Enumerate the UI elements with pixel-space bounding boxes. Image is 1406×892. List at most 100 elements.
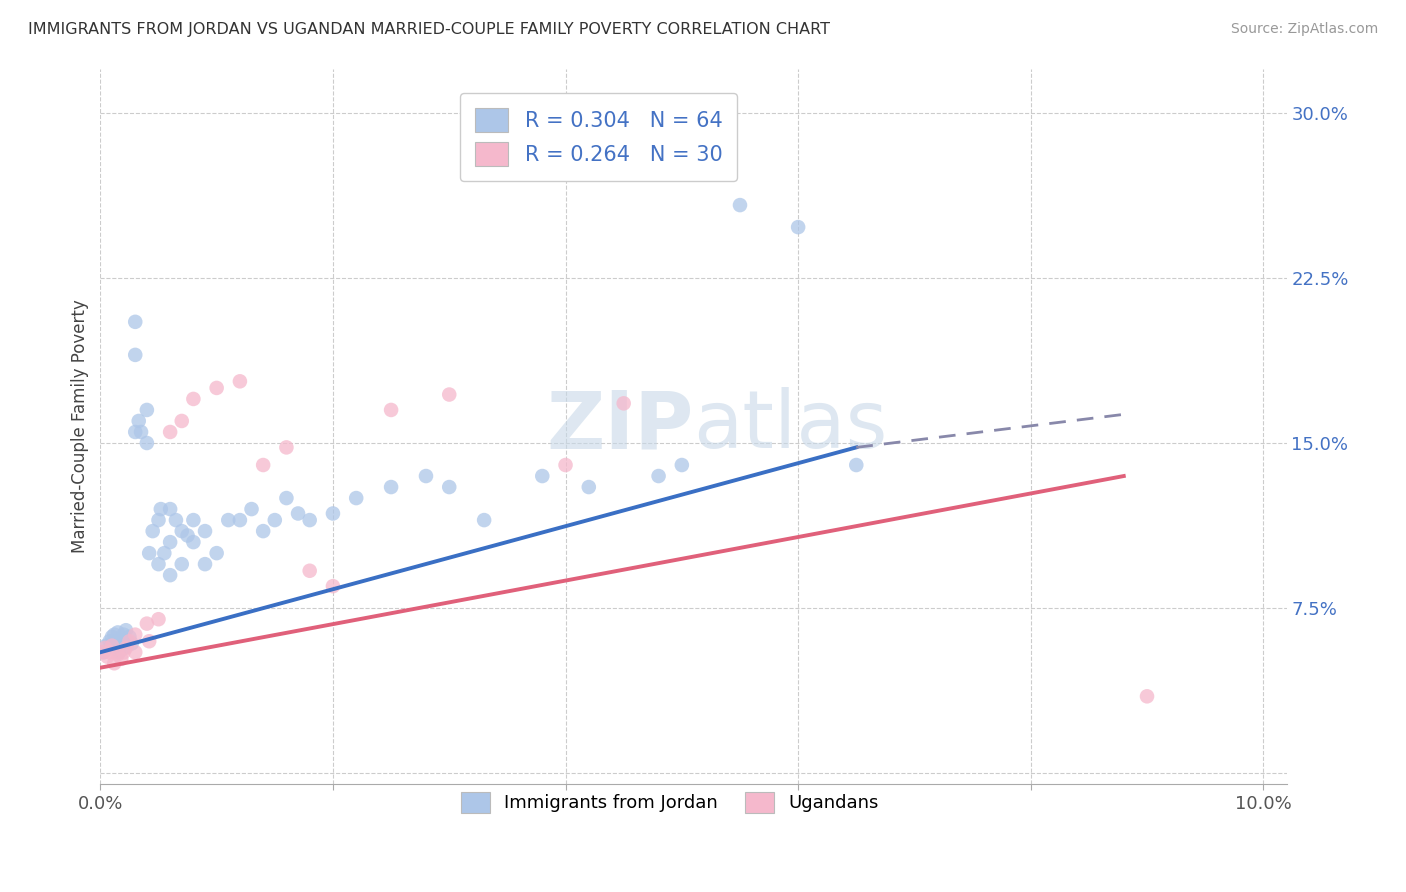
Point bbox=[101, 639, 124, 653]
Point bbox=[252, 458, 274, 472]
Point bbox=[138, 546, 160, 560]
Point bbox=[287, 507, 309, 521]
Point bbox=[110, 652, 132, 666]
Point bbox=[118, 630, 141, 644]
Point bbox=[298, 513, 321, 527]
Point bbox=[229, 374, 252, 388]
Point bbox=[613, 396, 636, 410]
Text: ZIP: ZIP bbox=[546, 387, 693, 466]
Point bbox=[129, 425, 152, 439]
Point bbox=[124, 315, 146, 329]
Point bbox=[153, 546, 176, 560]
Point bbox=[205, 381, 228, 395]
Point bbox=[276, 441, 298, 455]
Point bbox=[112, 645, 135, 659]
Legend: Immigrants from Jordan, Ugandans: Immigrants from Jordan, Ugandans bbox=[449, 780, 891, 825]
Point bbox=[91, 645, 114, 659]
Point bbox=[276, 491, 298, 505]
Point bbox=[205, 546, 228, 560]
Point bbox=[110, 636, 132, 650]
Point bbox=[170, 557, 193, 571]
Point bbox=[194, 557, 217, 571]
Point bbox=[240, 502, 263, 516]
Point bbox=[148, 513, 170, 527]
Point bbox=[142, 524, 165, 538]
Point bbox=[728, 198, 751, 212]
Point bbox=[183, 535, 205, 549]
Point bbox=[121, 636, 143, 650]
Point bbox=[159, 568, 181, 582]
Point bbox=[135, 403, 157, 417]
Point bbox=[96, 639, 118, 653]
Point bbox=[103, 627, 125, 641]
Point bbox=[322, 579, 344, 593]
Point bbox=[439, 480, 461, 494]
Point bbox=[98, 634, 121, 648]
Point bbox=[118, 634, 141, 648]
Point bbox=[194, 524, 217, 538]
Point bbox=[124, 627, 146, 641]
Point bbox=[578, 480, 600, 494]
Text: IMMIGRANTS FROM JORDAN VS UGANDAN MARRIED-COUPLE FAMILY POVERTY CORRELATION CHAR: IMMIGRANTS FROM JORDAN VS UGANDAN MARRIE… bbox=[28, 22, 830, 37]
Point bbox=[124, 645, 146, 659]
Point bbox=[647, 469, 669, 483]
Point bbox=[252, 524, 274, 538]
Point bbox=[159, 502, 181, 516]
Point bbox=[128, 414, 150, 428]
Point bbox=[98, 645, 121, 659]
Point bbox=[380, 403, 402, 417]
Point bbox=[103, 657, 125, 671]
Point bbox=[138, 634, 160, 648]
Point bbox=[135, 616, 157, 631]
Point bbox=[148, 612, 170, 626]
Point bbox=[94, 640, 117, 655]
Point bbox=[148, 557, 170, 571]
Point bbox=[124, 425, 146, 439]
Point bbox=[105, 640, 128, 655]
Point bbox=[217, 513, 239, 527]
Point bbox=[183, 392, 205, 406]
Point bbox=[472, 513, 495, 527]
Point bbox=[344, 491, 367, 505]
Text: atlas: atlas bbox=[693, 387, 887, 466]
Point bbox=[1136, 690, 1159, 704]
Point bbox=[101, 630, 124, 644]
Point bbox=[229, 513, 252, 527]
Point bbox=[124, 348, 146, 362]
Point bbox=[93, 645, 115, 659]
Point bbox=[787, 220, 810, 235]
Point bbox=[108, 645, 131, 659]
Point bbox=[845, 458, 868, 472]
Point bbox=[107, 625, 129, 640]
Point bbox=[298, 564, 321, 578]
Point bbox=[149, 502, 172, 516]
Point bbox=[170, 524, 193, 538]
Point bbox=[96, 649, 118, 664]
Point bbox=[531, 469, 554, 483]
Point bbox=[380, 480, 402, 494]
Point bbox=[165, 513, 187, 527]
Point bbox=[112, 640, 135, 655]
Point bbox=[176, 528, 198, 542]
Point bbox=[115, 634, 138, 648]
Point bbox=[415, 469, 437, 483]
Point bbox=[108, 634, 131, 648]
Point bbox=[101, 639, 124, 653]
Point bbox=[322, 507, 344, 521]
Y-axis label: Married-Couple Family Poverty: Married-Couple Family Poverty bbox=[72, 300, 89, 553]
Point bbox=[159, 535, 181, 549]
Text: Source: ZipAtlas.com: Source: ZipAtlas.com bbox=[1230, 22, 1378, 37]
Point bbox=[135, 436, 157, 450]
Point bbox=[183, 513, 205, 527]
Point bbox=[554, 458, 576, 472]
Point bbox=[671, 458, 693, 472]
Point bbox=[439, 387, 461, 401]
Point bbox=[107, 648, 129, 662]
Point bbox=[170, 414, 193, 428]
Point bbox=[104, 634, 127, 648]
Point bbox=[115, 640, 138, 655]
Point bbox=[263, 513, 285, 527]
Point bbox=[112, 627, 135, 641]
Point bbox=[159, 425, 181, 439]
Point bbox=[115, 624, 138, 638]
